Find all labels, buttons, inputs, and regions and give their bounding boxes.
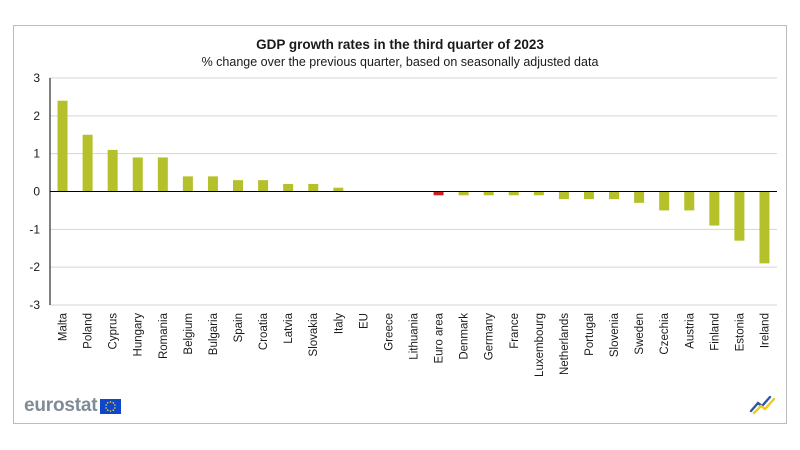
bar — [107, 149, 118, 192]
bar — [558, 191, 569, 200]
bar — [82, 134, 93, 192]
eurostat-logo: eurostat — [24, 395, 122, 417]
x-tick-label: Estonia — [734, 312, 746, 351]
bar — [157, 157, 168, 192]
x-tick-label: Poland — [83, 313, 95, 349]
bar — [483, 191, 494, 196]
chart-frame — [13, 25, 787, 424]
bar — [533, 191, 544, 196]
bar — [207, 176, 218, 192]
chart-subtitle: % change over the previous quarter, base… — [201, 55, 599, 69]
x-tick-label: Czechia — [659, 312, 671, 354]
x-tick-label: Malta — [58, 312, 70, 341]
y-tick-label: -2 — [29, 260, 40, 274]
x-tick-label: Romania — [158, 312, 170, 359]
bar — [709, 191, 720, 226]
bar — [634, 191, 645, 203]
bar — [684, 191, 695, 211]
x-tick-label: Italy — [333, 313, 345, 334]
x-tick-label: EU — [358, 313, 370, 329]
eu-flag-icon — [100, 398, 122, 414]
chart-title: GDP growth rates in the third quarter of… — [256, 37, 544, 52]
bar — [458, 191, 469, 196]
x-tick-label: Hungary — [133, 313, 145, 357]
bar — [57, 100, 68, 192]
x-tick-label: Bulgaria — [208, 312, 220, 355]
x-tick-label: Slovakia — [308, 312, 320, 356]
x-tick-label: Belgium — [183, 313, 195, 355]
bar — [734, 191, 745, 241]
eurostat-chart-icon — [749, 395, 776, 415]
bar — [433, 191, 444, 196]
x-tick-label: Slovenia — [609, 312, 621, 357]
y-tick-label: 3 — [33, 71, 40, 85]
x-tick-label: Finland — [709, 313, 721, 351]
x-tick-label: Lithuania — [409, 312, 421, 359]
bar — [182, 176, 193, 192]
x-tick-label: Spain — [233, 313, 245, 342]
y-tick-label: 0 — [33, 185, 40, 199]
y-tick-label: 2 — [33, 109, 40, 123]
bar — [609, 191, 620, 200]
y-tick-label: -3 — [29, 298, 40, 312]
x-tick-label: Croatia — [258, 312, 270, 350]
x-tick-label: Portugal — [584, 313, 596, 356]
y-tick-label: -1 — [29, 222, 40, 236]
bar — [308, 183, 319, 192]
x-tick-label: Cyprus — [108, 313, 120, 350]
bar — [258, 180, 269, 192]
bar — [233, 180, 244, 192]
x-tick-label: Euro area — [434, 312, 446, 363]
x-tick-label: Greece — [383, 313, 395, 351]
bar — [583, 191, 594, 200]
x-tick-label: Germany — [484, 313, 496, 361]
x-tick-label: Austria — [684, 312, 696, 348]
bar — [759, 191, 770, 264]
x-tick-label: Sweden — [634, 313, 646, 355]
y-tick-label: 1 — [33, 147, 40, 161]
x-tick-label: Ireland — [759, 313, 771, 348]
x-tick-label: Netherlands — [559, 313, 571, 375]
x-tick-label: Latvia — [283, 312, 295, 343]
x-tick-label: Luxembourg — [534, 313, 546, 377]
bar — [659, 191, 670, 211]
bar — [283, 183, 294, 192]
bar — [508, 191, 519, 196]
bar — [333, 187, 344, 192]
bar — [132, 157, 143, 192]
x-tick-label: France — [509, 313, 521, 349]
x-tick-label: Denmark — [459, 313, 471, 360]
logo-text: eurostat — [24, 395, 98, 416]
